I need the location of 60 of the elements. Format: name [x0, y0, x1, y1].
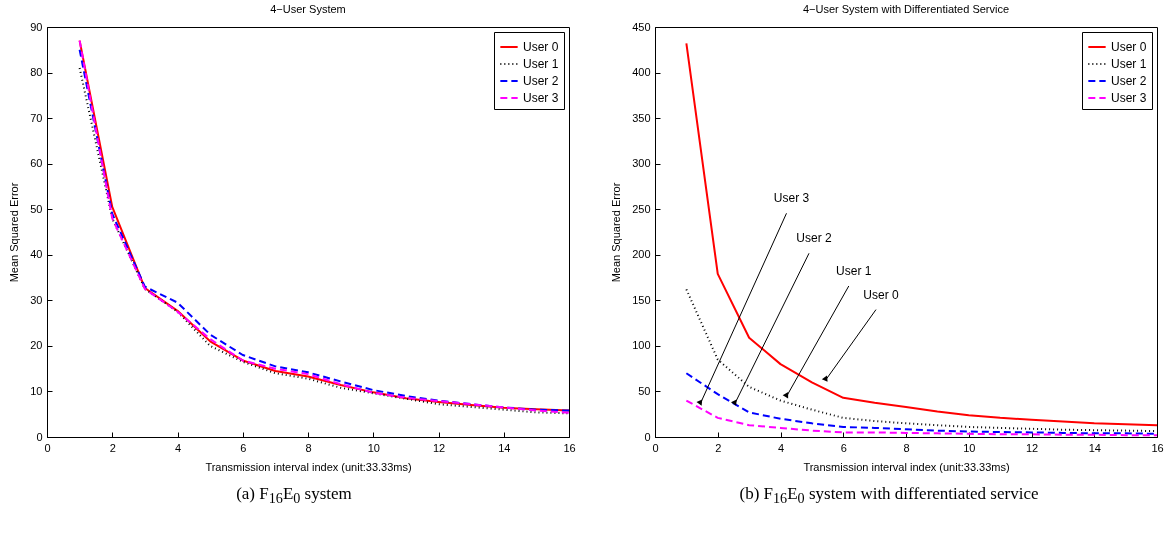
legend-label: User 3 [1111, 91, 1147, 105]
y-tick-label: 0 [644, 430, 651, 443]
y-tick-label: 20 [30, 339, 43, 352]
line-series [685, 42, 1158, 427]
x-tick-label: 4 [174, 441, 182, 454]
y-tick-label: 200 [632, 248, 651, 261]
y-tick-label: 50 [30, 202, 43, 215]
x-axis-title: Transmission interval index (unit:33.33ms) [205, 460, 412, 473]
annotation: User 0 [863, 287, 899, 302]
x-tick-label: 8 [305, 441, 312, 454]
chart-title: 4−User System [270, 3, 346, 15]
y-tick-label: 30 [30, 293, 43, 306]
x-tick-label: 12 [432, 441, 446, 454]
legend-label: User 0 [523, 40, 559, 54]
y-tick-label: 90 [30, 20, 43, 33]
legend-label: User 2 [1111, 74, 1147, 88]
x-tick-label: 0 [652, 441, 659, 454]
y-tick-label: 250 [632, 202, 651, 215]
y-tick-label: 50 [638, 384, 651, 397]
y-tick-label: 70 [30, 111, 43, 124]
x-tick-label: 6 [240, 441, 247, 454]
y-tick-label: 10 [30, 384, 43, 397]
legend-label: User 3 [523, 91, 559, 105]
y-tick-label: 350 [632, 111, 651, 124]
chart-title: 4−User System with Differentiated Service [802, 3, 1010, 15]
annotation: User 2 [796, 231, 832, 246]
x-tick-label: 12 [1025, 441, 1039, 454]
y-tick-label: 450 [632, 20, 651, 33]
x-tick-label: 10 [367, 441, 380, 454]
x-tick-label: 14 [498, 441, 511, 454]
y-tick-label: 400 [632, 66, 651, 79]
legend-label: User 2 [523, 74, 559, 88]
y-tick-label: 100 [632, 339, 651, 352]
x-tick-label: 2 [715, 441, 722, 454]
x-tick-label: 8 [903, 441, 910, 454]
y-tick-label: 300 [632, 157, 651, 170]
y-tick-label: 60 [30, 157, 43, 170]
text: (b) F$_{16}$E$_{0}$ system with differentiated service [739, 484, 1039, 508]
line-series [685, 399, 1158, 437]
y-axis-title: Mean Squared Error [610, 182, 623, 283]
x-tick-label: 16 [1151, 441, 1164, 454]
x-tick-label: 6 [840, 441, 847, 454]
x-tick-label: 10 [963, 441, 976, 454]
annotation: User 1 [836, 264, 872, 278]
x-tick-label: 2 [109, 441, 116, 454]
legend-label: User 1 [1111, 57, 1147, 71]
x-tick-label: 16 [563, 441, 576, 454]
y-tick-label: 40 [30, 248, 43, 261]
y-axis-title: Mean Squared Error [8, 182, 21, 283]
y-tick-label: 80 [30, 66, 43, 79]
legend-label: User 1 [523, 57, 559, 71]
legend-label: User 0 [1111, 40, 1147, 54]
x-tick-label: 14 [1088, 441, 1101, 454]
x-axis-title: Transmission interval index (unit:33.33ms) [803, 460, 1010, 473]
y-tick-label: 0 [36, 430, 43, 443]
annotation: User 3 [773, 191, 810, 206]
text: (a) F$_{16}$E$_{0}$ system [236, 484, 352, 508]
y-tick-label: 150 [632, 293, 651, 306]
x-tick-label: 4 [777, 441, 785, 454]
x-tick-label: 0 [44, 441, 51, 454]
